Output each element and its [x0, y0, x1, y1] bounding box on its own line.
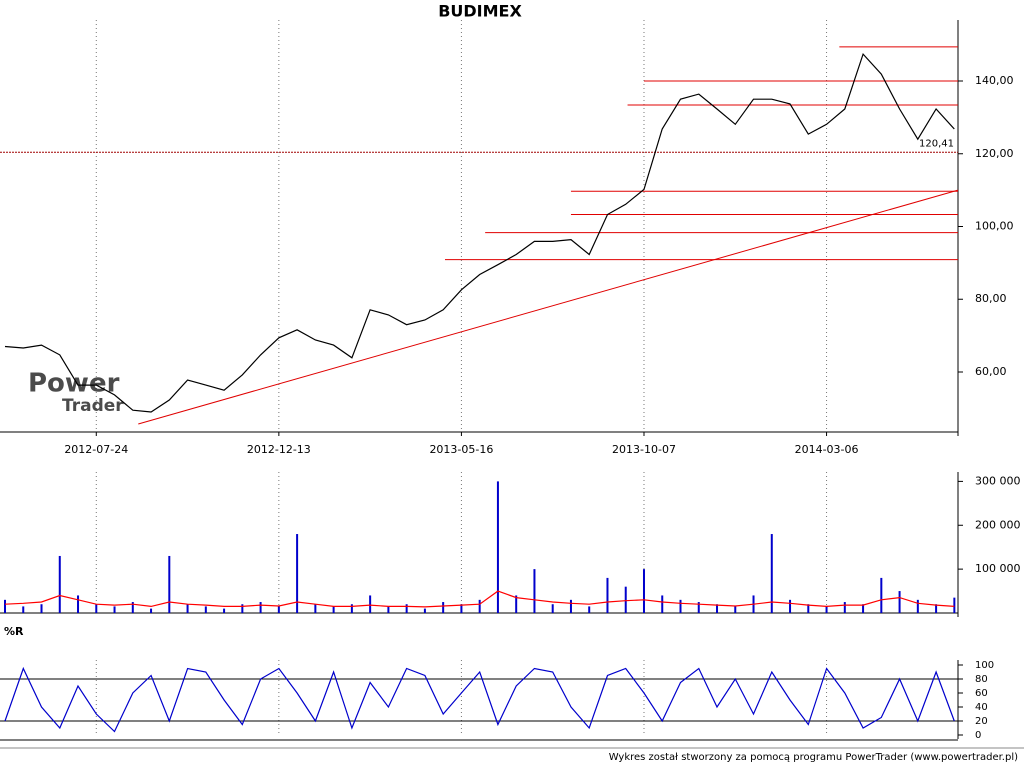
bar — [259, 602, 262, 613]
y-tick-label: 80 — [975, 674, 988, 685]
bar — [716, 604, 719, 613]
bar — [843, 602, 846, 613]
bar — [606, 577, 609, 613]
bar — [223, 608, 226, 613]
bar — [350, 604, 353, 613]
bar — [332, 606, 335, 613]
bar — [588, 606, 591, 613]
bar — [862, 604, 865, 613]
y-tick-label: 300 000 — [975, 474, 1021, 487]
watermark: Power — [28, 369, 120, 399]
bar — [314, 604, 317, 613]
bar — [807, 604, 810, 613]
bar — [442, 602, 445, 613]
y-tick-label: 100 — [975, 660, 994, 671]
bar — [58, 555, 61, 613]
chart-title: BUDIMEX — [438, 2, 522, 21]
bar — [405, 604, 408, 613]
bar — [369, 595, 372, 613]
marker-label: 120,41 — [919, 138, 954, 149]
y-tick-label: 100,00 — [975, 219, 1014, 232]
y-tick-label: 200 000 — [975, 518, 1021, 531]
trend-line — [138, 189, 959, 425]
y-tick-label: 0 — [975, 730, 981, 741]
bar — [460, 604, 463, 613]
bar — [916, 599, 919, 613]
bar — [95, 604, 98, 613]
series-line — [4, 52, 955, 413]
bar — [277, 606, 280, 613]
x-tick-label: 2014-03-06 — [795, 443, 859, 456]
bar — [734, 606, 737, 613]
bar — [642, 569, 645, 613]
bar — [478, 599, 481, 613]
y-tick-label: 60 — [975, 688, 988, 699]
bar — [77, 595, 80, 613]
bar — [150, 608, 153, 613]
x-tick-label: 2012-07-24 — [64, 443, 128, 456]
bar — [423, 608, 426, 613]
bar — [697, 602, 700, 613]
y-tick-label: 20 — [975, 716, 988, 727]
bar — [131, 602, 134, 613]
footer: Wykres został stworzony za pomocą progra… — [609, 752, 1018, 763]
series-line — [4, 590, 955, 608]
bar — [496, 481, 499, 613]
bar — [22, 606, 25, 613]
x-tick-label: 2012-12-13 — [247, 443, 311, 456]
x-tick-label: 2013-05-16 — [429, 443, 493, 456]
bar — [624, 586, 627, 613]
series-line — [4, 666, 955, 733]
bar — [569, 599, 572, 613]
y-tick-label: 140,00 — [975, 74, 1014, 87]
bar — [661, 595, 664, 613]
x-tick-label: 2013-10-07 — [612, 443, 676, 456]
y-tick-label: 40 — [975, 702, 988, 713]
bar — [551, 604, 554, 613]
bar — [935, 604, 938, 613]
y-tick-label: 100 000 — [975, 562, 1021, 575]
bar — [113, 606, 116, 613]
bar — [168, 555, 171, 613]
bar — [880, 577, 883, 613]
bar — [241, 604, 244, 613]
y-tick-label: 80,00 — [975, 292, 1007, 305]
bar — [387, 606, 390, 613]
panel-title: %R — [4, 625, 24, 638]
bar — [204, 606, 207, 613]
bar — [789, 599, 792, 613]
bar — [515, 595, 518, 613]
bar — [4, 599, 6, 613]
bar — [953, 597, 956, 613]
bar — [186, 604, 189, 613]
bar — [679, 599, 682, 613]
bar — [40, 604, 43, 613]
bar — [296, 534, 299, 613]
y-tick-label: 120,00 — [975, 147, 1014, 160]
watermark: Trader — [62, 396, 124, 416]
bar — [533, 569, 536, 613]
bar — [898, 591, 901, 613]
y-tick-label: 60,00 — [975, 365, 1007, 378]
bar — [770, 534, 773, 613]
bar — [825, 606, 828, 613]
